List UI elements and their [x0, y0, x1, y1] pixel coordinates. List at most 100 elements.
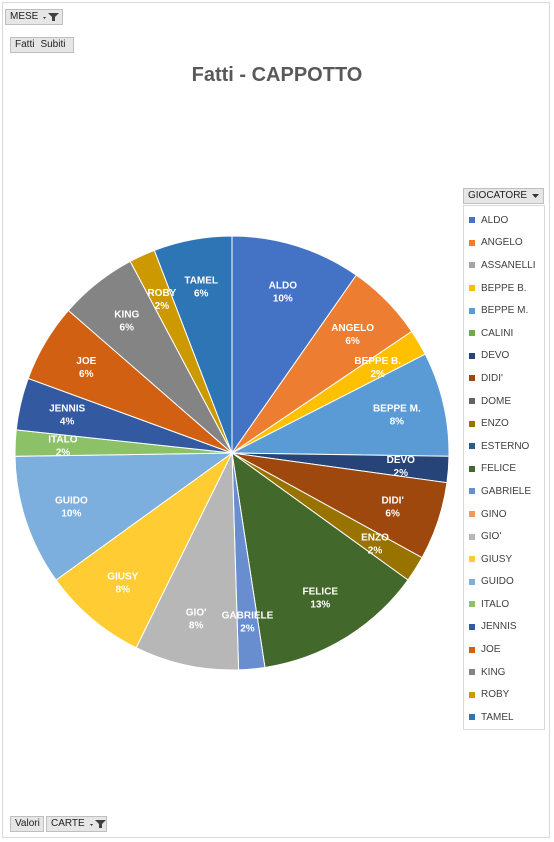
legend-swatch: [469, 420, 475, 427]
data-label: BEPPE B. 2%: [354, 356, 401, 380]
legend-swatch: [469, 714, 475, 721]
carte-filter-label: CARTE: [51, 818, 85, 829]
legend-label: GUIDO: [481, 576, 514, 588]
legend-item: GIUSY: [464, 548, 544, 571]
data-label: DEVO 2%: [387, 455, 416, 479]
legend-label: ALDO: [481, 214, 509, 226]
data-label: GIO' 8%: [186, 607, 207, 631]
data-label: ROBY 2%: [147, 288, 176, 312]
legend-swatch: [469, 533, 475, 540]
legend-item: DOME: [464, 390, 544, 413]
legend-item: GABRIELE: [464, 480, 544, 503]
carte-filter-button[interactable]: CARTE: [46, 816, 107, 832]
data-label: GIUSY 8%: [107, 571, 138, 595]
legend-label: GIUSY: [481, 553, 513, 565]
legend-label: CALINI: [481, 327, 514, 339]
valori-field-button[interactable]: Valori: [10, 816, 44, 832]
legend-item: BEPPE B.: [464, 277, 544, 300]
legend-swatch: [469, 669, 475, 676]
legend-item: ROBY: [464, 683, 544, 706]
fatti-field-button[interactable]: Fatti: [15, 39, 35, 50]
legend-swatch: [469, 578, 475, 585]
legend-swatch: [469, 511, 475, 518]
legend-swatch: [469, 262, 475, 269]
legend-item: ITALO: [464, 593, 544, 616]
legend-swatch: [469, 646, 475, 653]
legend-label: TAMEL: [481, 711, 514, 723]
legend-item: JENNIS: [464, 616, 544, 639]
data-label: ITALO 2%: [48, 434, 77, 458]
legend-item: CALINI: [464, 322, 544, 345]
pie-slice-gio[interactable]: [135, 452, 240, 671]
mese-filter-button[interactable]: MESE: [5, 9, 63, 25]
legend-label: DOME: [481, 395, 511, 407]
chart-title: Fatti - CAPPOTTO: [191, 64, 363, 86]
legend-item: TAMEL: [464, 706, 544, 729]
legend-swatch: [469, 556, 475, 563]
legend-item: BEPPE M.: [464, 299, 544, 322]
data-label: DIDI' 6%: [381, 495, 403, 519]
mese-filter-label: MESE: [10, 11, 39, 22]
legend-swatch: [469, 330, 475, 337]
legend-label: DIDI': [481, 372, 503, 384]
legend-item: KING: [464, 661, 544, 684]
data-label: JOE 6%: [76, 356, 96, 380]
valori-label: Valori: [15, 818, 40, 829]
values-field-group: Fatti Subiti: [10, 37, 74, 53]
data-label: BEPPE M. 8%: [373, 404, 421, 428]
legend-label: GIO': [481, 531, 502, 543]
legend-label: GABRIELE: [481, 485, 532, 497]
chevron-down-icon: [532, 189, 539, 203]
legend-label: KING: [481, 666, 506, 678]
legend-item: FELICE: [464, 458, 544, 481]
pie-slice-felice[interactable]: [231, 451, 409, 669]
legend-label: ESTERNO: [481, 440, 530, 452]
legend-swatch: [469, 465, 475, 472]
pie-slice-tamel[interactable]: [153, 235, 233, 454]
subiti-field-button[interactable]: Subiti: [40, 39, 66, 50]
legend-label: ITALO: [481, 598, 510, 610]
legend-swatch: [469, 239, 475, 246]
giocatore-filter-button[interactable]: GIOCATORE: [463, 188, 544, 204]
data-label: GUIDO 10%: [55, 495, 88, 519]
data-label: FELICE 13%: [303, 586, 339, 610]
chart-legend: ALDO ANGELO ASSANELLI BEPPE B. BEPPE M. CALIN…: [463, 205, 545, 730]
legend-label: FELICE: [481, 463, 517, 475]
data-label: ENZO 2%: [361, 533, 389, 557]
legend-swatch: [469, 307, 475, 314]
legend-label: JENNIS: [481, 621, 517, 633]
pie-slice-guido[interactable]: [14, 452, 234, 581]
data-label: ALDO 10%: [269, 281, 298, 305]
legend-swatch: [469, 285, 475, 292]
legend-item: GINO: [464, 503, 544, 526]
legend-swatch: [469, 623, 475, 630]
legend-item: JOE: [464, 638, 544, 661]
legend-swatch: [469, 375, 475, 382]
legend-swatch: [469, 601, 475, 608]
legend-label: ENZO: [481, 418, 509, 430]
legend-item: DEVO: [464, 345, 544, 368]
legend-label: ROBY: [481, 689, 510, 701]
pie-slice-beppe-m[interactable]: [231, 353, 450, 457]
pie-slice-aldo[interactable]: [231, 235, 358, 455]
filter-dropdown-icon: [42, 12, 60, 22]
data-label: TAMEL 6%: [184, 276, 218, 300]
pie-slice-giusy[interactable]: [55, 452, 233, 649]
legend-swatch: [469, 217, 475, 224]
legend-label: GINO: [481, 508, 507, 520]
legend-label: JOE: [481, 644, 501, 656]
legend-label: ASSANELLI: [481, 259, 536, 271]
legend-item: ESTERNO: [464, 435, 544, 458]
legend-item: DIDI': [464, 367, 544, 390]
legend-swatch: [469, 352, 475, 359]
legend-swatch: [469, 398, 475, 405]
legend-label: BEPPE B.: [481, 282, 527, 294]
data-label: GABRIELE 2%: [222, 611, 274, 635]
data-label: KING 6%: [114, 309, 139, 333]
legend-label: ANGELO: [481, 237, 523, 249]
legend-swatch: [469, 691, 475, 698]
legend-item: GIO': [464, 525, 544, 548]
data-label: JENNIS 4%: [49, 404, 85, 428]
